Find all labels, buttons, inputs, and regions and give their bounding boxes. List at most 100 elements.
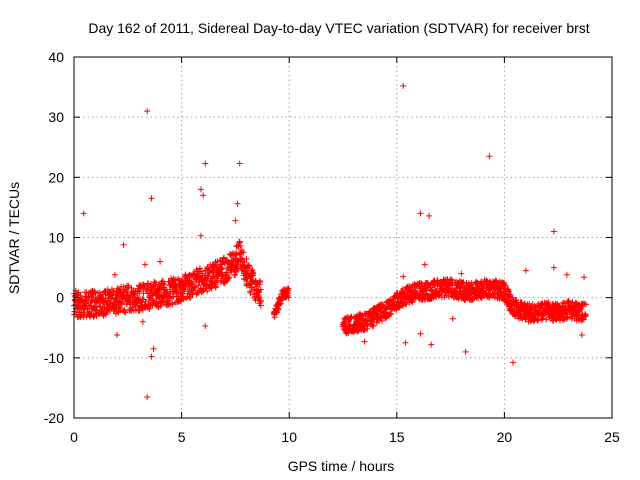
data-point	[539, 315, 546, 322]
x-axis-label: GPS time / hours	[288, 458, 395, 474]
data-point	[247, 289, 254, 296]
data-point	[144, 304, 151, 311]
data-point	[152, 279, 159, 286]
data-point	[241, 259, 248, 266]
data-point	[244, 275, 251, 282]
data-point	[203, 276, 210, 283]
data-point	[509, 305, 516, 312]
outlier-point	[426, 212, 433, 219]
data-point	[118, 300, 125, 307]
data-point	[364, 322, 371, 329]
data-point	[284, 286, 291, 293]
outlier-point	[80, 210, 87, 217]
outlier-point	[421, 261, 428, 268]
outlier-point	[581, 274, 588, 281]
data-point	[196, 265, 203, 272]
x-tick-label: 25	[604, 429, 620, 445]
x-tick-label: 5	[178, 429, 186, 445]
outlier-point	[417, 210, 424, 217]
data-point	[75, 289, 82, 296]
outlier-point	[550, 264, 557, 271]
data-point	[277, 300, 284, 307]
data-point	[582, 312, 589, 319]
outlier-point	[197, 232, 204, 239]
data-point	[80, 314, 87, 321]
data-point	[271, 314, 278, 321]
outlier-point	[111, 271, 118, 278]
data-point	[143, 287, 150, 294]
outlier-point	[150, 345, 157, 352]
outlier-point	[144, 108, 151, 115]
outlier-point	[232, 217, 239, 224]
data-point	[145, 280, 152, 287]
data-point	[146, 305, 153, 312]
data-point	[255, 289, 262, 296]
data-point	[257, 278, 264, 285]
outlier-point	[400, 273, 407, 280]
data-point	[223, 278, 230, 285]
outlier-point	[236, 160, 243, 167]
data-point	[408, 297, 415, 304]
data-points	[70, 82, 589, 400]
data-point	[241, 268, 248, 275]
data-point	[501, 281, 508, 288]
data-point	[354, 328, 361, 335]
data-point	[564, 314, 571, 321]
outlier-point	[148, 195, 155, 202]
data-point	[161, 281, 168, 288]
outlier-point	[197, 186, 204, 193]
data-point	[581, 300, 588, 307]
data-point	[388, 310, 395, 317]
x-tick-label: 15	[389, 429, 405, 445]
data-point	[122, 309, 129, 316]
data-point	[275, 305, 282, 312]
outlier-point	[510, 359, 517, 366]
x-tick-label: 10	[281, 429, 297, 445]
outlier-point	[428, 341, 435, 348]
y-tick-label: 0	[56, 290, 64, 306]
outlier-point	[400, 82, 407, 89]
data-point	[180, 290, 187, 297]
data-point	[217, 278, 224, 285]
outlier-point	[550, 228, 557, 235]
outlier-point	[200, 192, 207, 199]
y-tick-label: 10	[48, 230, 64, 246]
data-point	[188, 279, 195, 286]
x-tick-label: 20	[497, 429, 513, 445]
data-point	[546, 303, 553, 310]
chart-title: Day 162 of 2011, Sidereal Day-to-day VTE…	[88, 20, 589, 36]
data-point	[355, 327, 362, 334]
plot-frame	[73, 56, 613, 419]
data-point	[250, 270, 257, 277]
outlier-point	[486, 153, 493, 160]
data-point	[88, 302, 95, 309]
data-point	[394, 289, 401, 296]
outlier-point	[148, 353, 155, 360]
data-point	[204, 278, 211, 285]
outlier-point	[522, 267, 529, 274]
data-point	[256, 293, 263, 300]
data-point	[77, 292, 84, 299]
outlier-point	[114, 331, 121, 338]
outlier-point	[202, 322, 209, 329]
y-tick-label: -10	[44, 350, 64, 366]
data-point	[233, 268, 240, 275]
data-point	[225, 275, 232, 282]
outlier-point	[202, 160, 209, 167]
outlier-point	[417, 330, 424, 337]
data-point	[502, 282, 509, 289]
data-point	[83, 297, 90, 304]
y-tick-label: 20	[48, 169, 64, 185]
data-point	[98, 308, 105, 315]
outlier-point	[462, 348, 469, 355]
data-point	[218, 264, 225, 271]
data-point	[204, 288, 211, 295]
outlier-point	[144, 393, 151, 400]
data-point	[186, 294, 193, 301]
data-point	[257, 286, 264, 293]
outlier-point	[402, 339, 409, 346]
data-point	[505, 287, 512, 294]
y-tick-label: 40	[48, 49, 64, 65]
data-point	[257, 302, 264, 309]
